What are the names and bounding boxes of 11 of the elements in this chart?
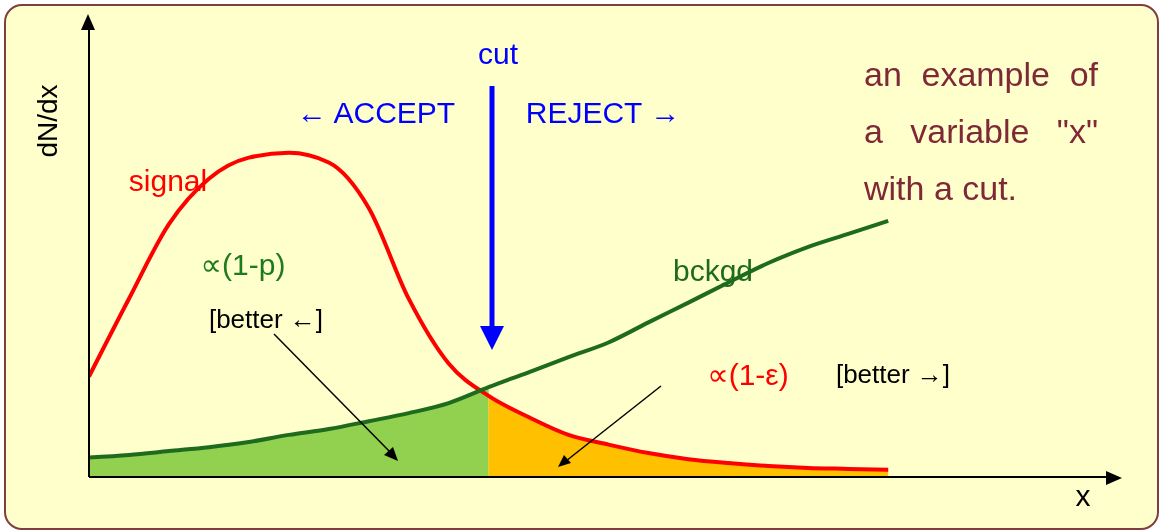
annotation: [better ←] bbox=[208, 303, 324, 335]
annotation: ∝(1-p) bbox=[200, 246, 286, 282]
text: x bbox=[1075, 479, 1091, 513]
text: cut bbox=[477, 37, 519, 71]
text: REJECT → bbox=[525, 96, 681, 130]
y-axis-title: dN/dx bbox=[32, 84, 64, 158]
annotation: ∝(1-ε) bbox=[707, 356, 789, 392]
series-label: signal bbox=[128, 164, 208, 198]
text: ← ACCEPT bbox=[296, 96, 456, 130]
annotation: an example of a variable "x" with a cut. bbox=[864, 54, 1098, 209]
annotation: [better →] bbox=[835, 358, 951, 390]
